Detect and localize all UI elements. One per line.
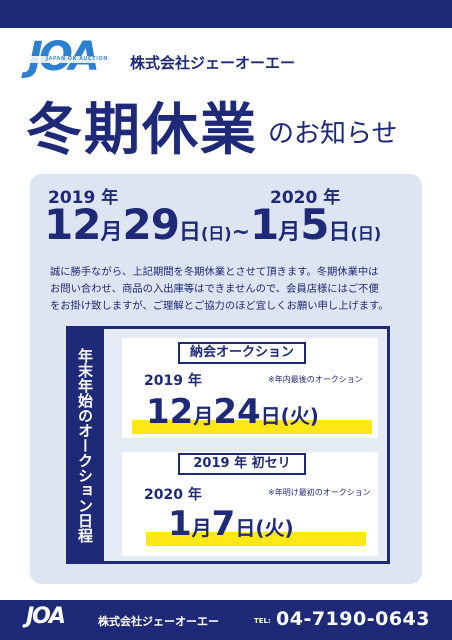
event-year: 2020 年 bbox=[144, 487, 202, 503]
notice-line: 誠に勝手ながら、上記期間を冬期休業とさせて頂きます。冬期休業中は bbox=[50, 266, 379, 278]
notice-text: 誠に勝手ながら、上記期間を冬期休業とさせて頂きます。冬期休業中は お問い合わせ、… bbox=[50, 264, 406, 315]
event-day: 24 bbox=[213, 392, 261, 432]
start-weekday: (日) bbox=[200, 224, 232, 243]
page-title: 冬期休業 bbox=[26, 97, 258, 163]
event-day: 7 bbox=[211, 504, 236, 544]
footer-logo: JOA bbox=[26, 604, 66, 629]
event-note: ※年明け最初のオークション bbox=[268, 488, 371, 497]
footer-company: 株式会社ジェーオーエー bbox=[98, 615, 219, 628]
end-day-unit: 日 bbox=[328, 220, 351, 245]
event-tag: 納会オークション bbox=[178, 342, 306, 364]
date-highlight bbox=[146, 532, 366, 546]
event-note: ※年内最後のオークション bbox=[268, 375, 363, 384]
event-month: 1 bbox=[168, 504, 192, 544]
end-month: 1 bbox=[250, 200, 279, 249]
notice-line: をお掛け致しますが、ご理解とご協力のほど宜しくお願い申し上げます。 bbox=[50, 300, 389, 312]
schedule-side-label: 年末年始のオークション日程 bbox=[66, 326, 104, 564]
event-day-unit: 日 bbox=[235, 516, 256, 540]
event-date: 1月7日(火) bbox=[168, 504, 294, 544]
closure-end-year: 2020 年 bbox=[270, 188, 341, 208]
tel-label: TEL: bbox=[254, 617, 271, 625]
end-month-unit: 月 bbox=[278, 220, 301, 245]
event-tag: 2019 年 初セリ bbox=[178, 453, 306, 475]
date-separator: ~ bbox=[231, 220, 251, 245]
logo-subtext: JAPAN OK AUCTION bbox=[30, 56, 124, 63]
end-weekday: (日) bbox=[350, 224, 382, 243]
joa-logo: JOA JAPAN OK AUCTION bbox=[28, 34, 126, 80]
page-title-suffix: のお知らせ bbox=[268, 119, 398, 149]
event-month-unit: 月 bbox=[193, 404, 214, 428]
company-name: 株式会社ジェーオーエー bbox=[130, 54, 296, 72]
event-month: 12 bbox=[146, 392, 194, 432]
event-year: 2019 年 bbox=[144, 373, 202, 389]
event-date: 12月24日(火) bbox=[146, 392, 319, 432]
start-day-unit: 日 bbox=[178, 220, 201, 245]
top-bar bbox=[0, 0, 452, 28]
closure-start-year: 2019 年 bbox=[48, 188, 119, 208]
event-month-unit: 月 bbox=[191, 516, 212, 540]
footer-bar bbox=[0, 600, 452, 640]
closure-dates: 12月29日(日)~1月5日(日) bbox=[44, 200, 414, 254]
notice-line: お問い合わせ、商品の入出庫等はできませんので、会員店様にはご不便 bbox=[50, 283, 379, 295]
event-weekday: (火) bbox=[255, 516, 294, 540]
start-month: 12 bbox=[44, 200, 101, 249]
event-day-unit: 日 bbox=[260, 404, 281, 428]
phone-number[interactable]: 04-7190-0643 bbox=[276, 608, 430, 630]
date-highlight bbox=[132, 420, 372, 434]
start-month-unit: 月 bbox=[100, 220, 123, 245]
end-day: 5 bbox=[300, 200, 329, 249]
start-day: 29 bbox=[122, 200, 179, 249]
event-weekday: (火) bbox=[280, 404, 319, 428]
